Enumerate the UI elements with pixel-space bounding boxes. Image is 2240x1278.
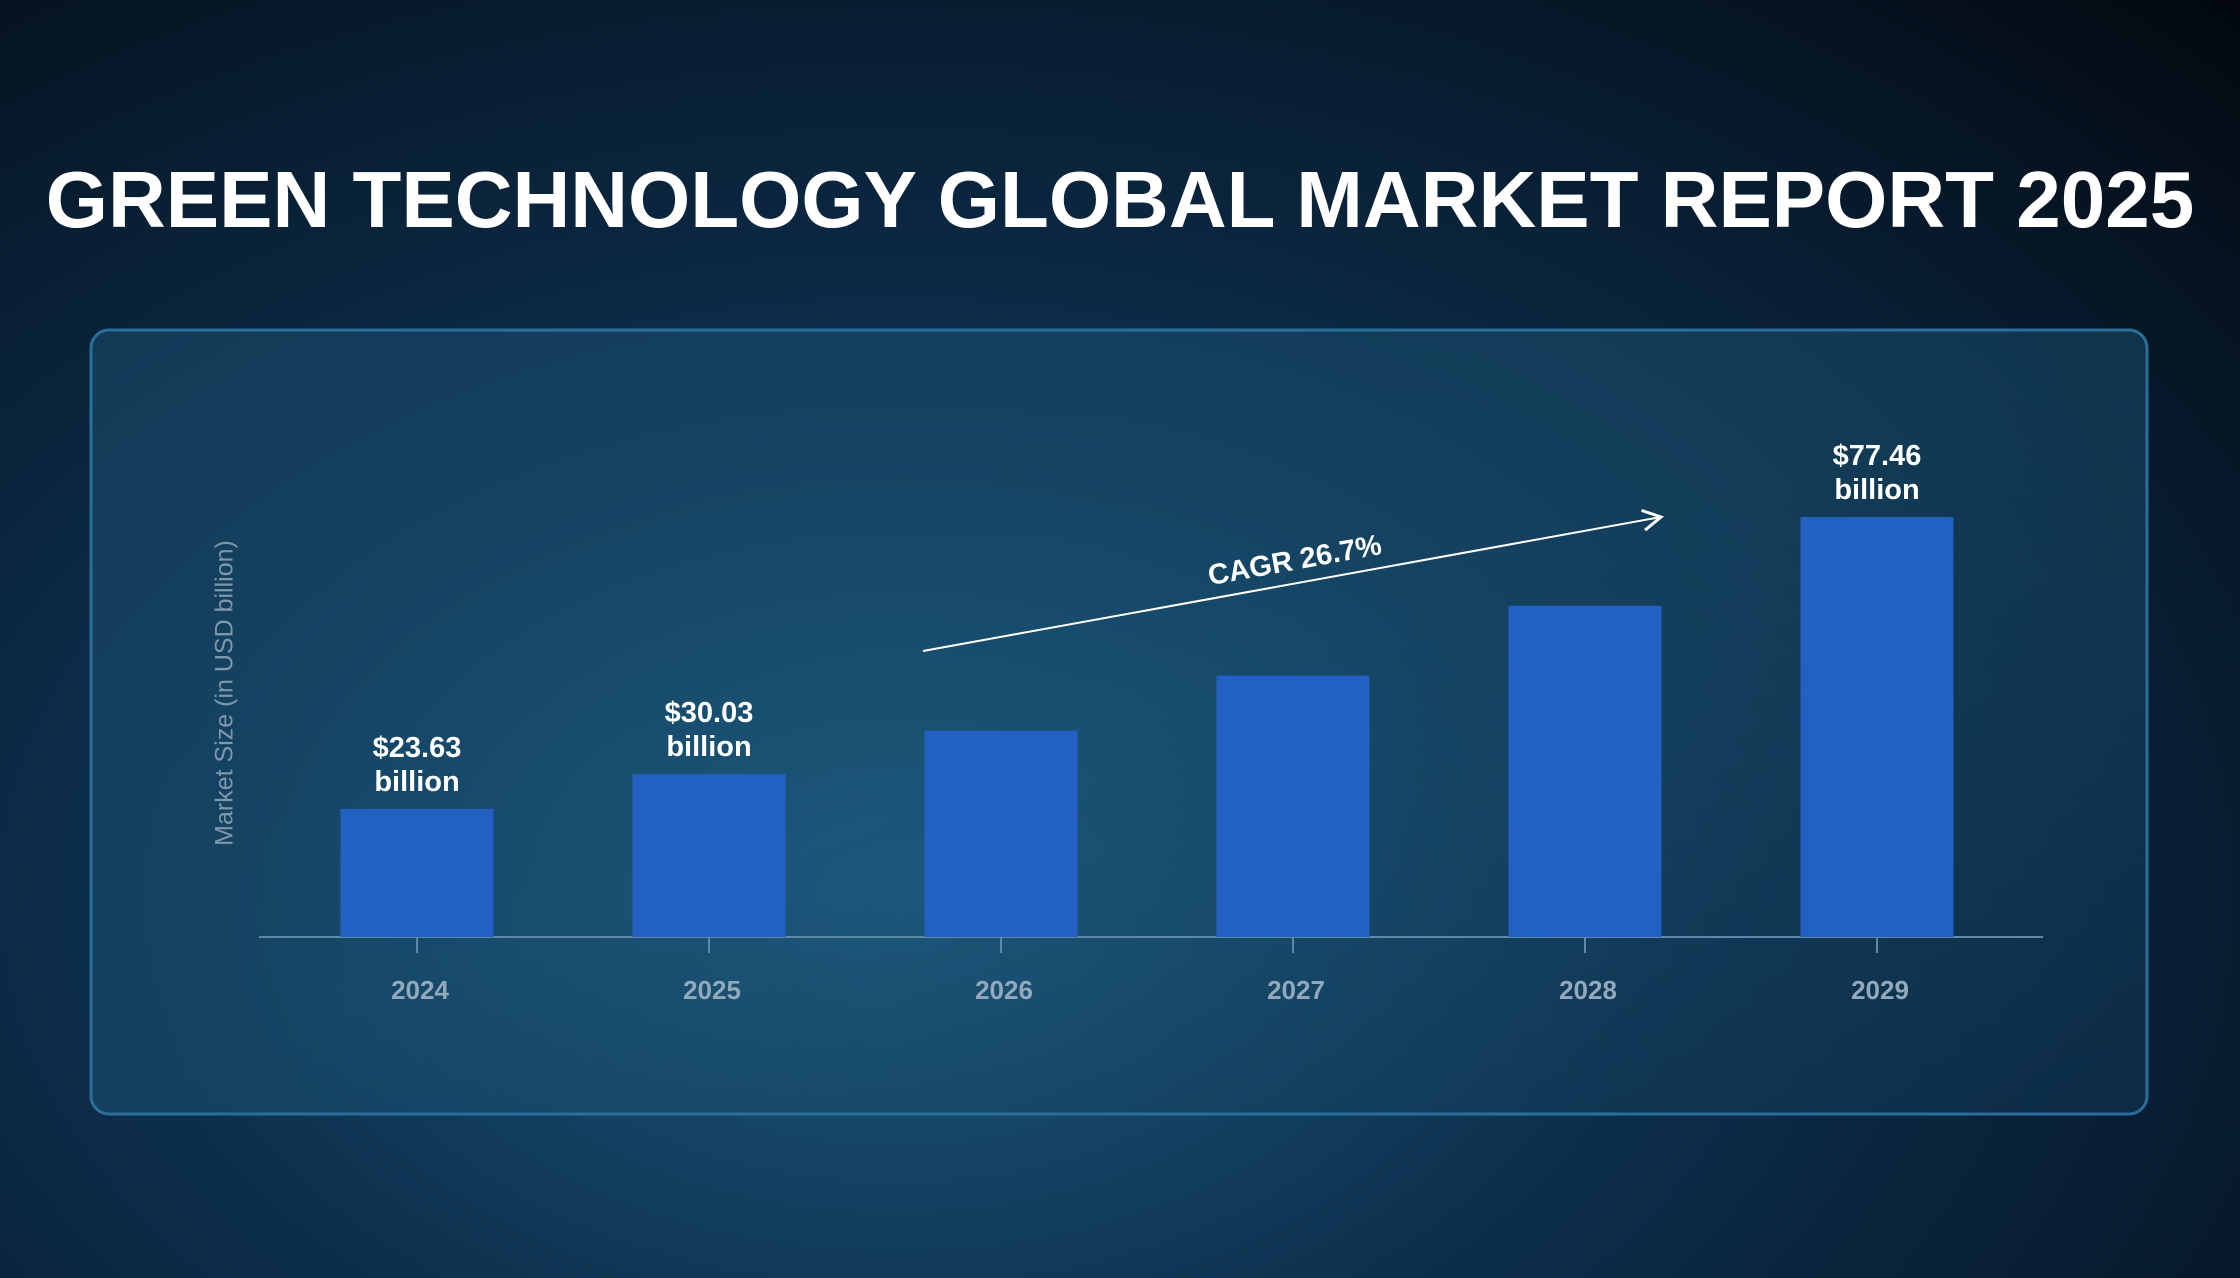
bar — [1216, 675, 1370, 937]
value-label: $30.03 billion — [664, 697, 754, 764]
x-tick-label: 2029 — [1851, 975, 1909, 1005]
x-tick-label: 2028 — [1559, 975, 1617, 1005]
bar — [340, 808, 494, 937]
bar — [1508, 605, 1662, 937]
cagr-arrow — [922, 508, 1665, 652]
x-tick-label: 2027 — [1267, 975, 1325, 1005]
value-label: $77.46 billion — [1832, 440, 1922, 506]
value-label: $23.63 billion — [372, 731, 462, 798]
bar — [1800, 517, 1954, 937]
x-tick-label: 2026 — [975, 975, 1033, 1005]
y-axis-label: Market Size (in USD billion) — [211, 540, 239, 846]
bar — [924, 730, 1078, 937]
x-tick-label: 2025 — [683, 975, 741, 1005]
bar — [632, 774, 786, 937]
chart-title: GREEN TECHNOLOGY GLOBAL MARKET REPORT 20… — [46, 155, 2194, 244]
x-tick-label: 2024 — [391, 975, 449, 1005]
